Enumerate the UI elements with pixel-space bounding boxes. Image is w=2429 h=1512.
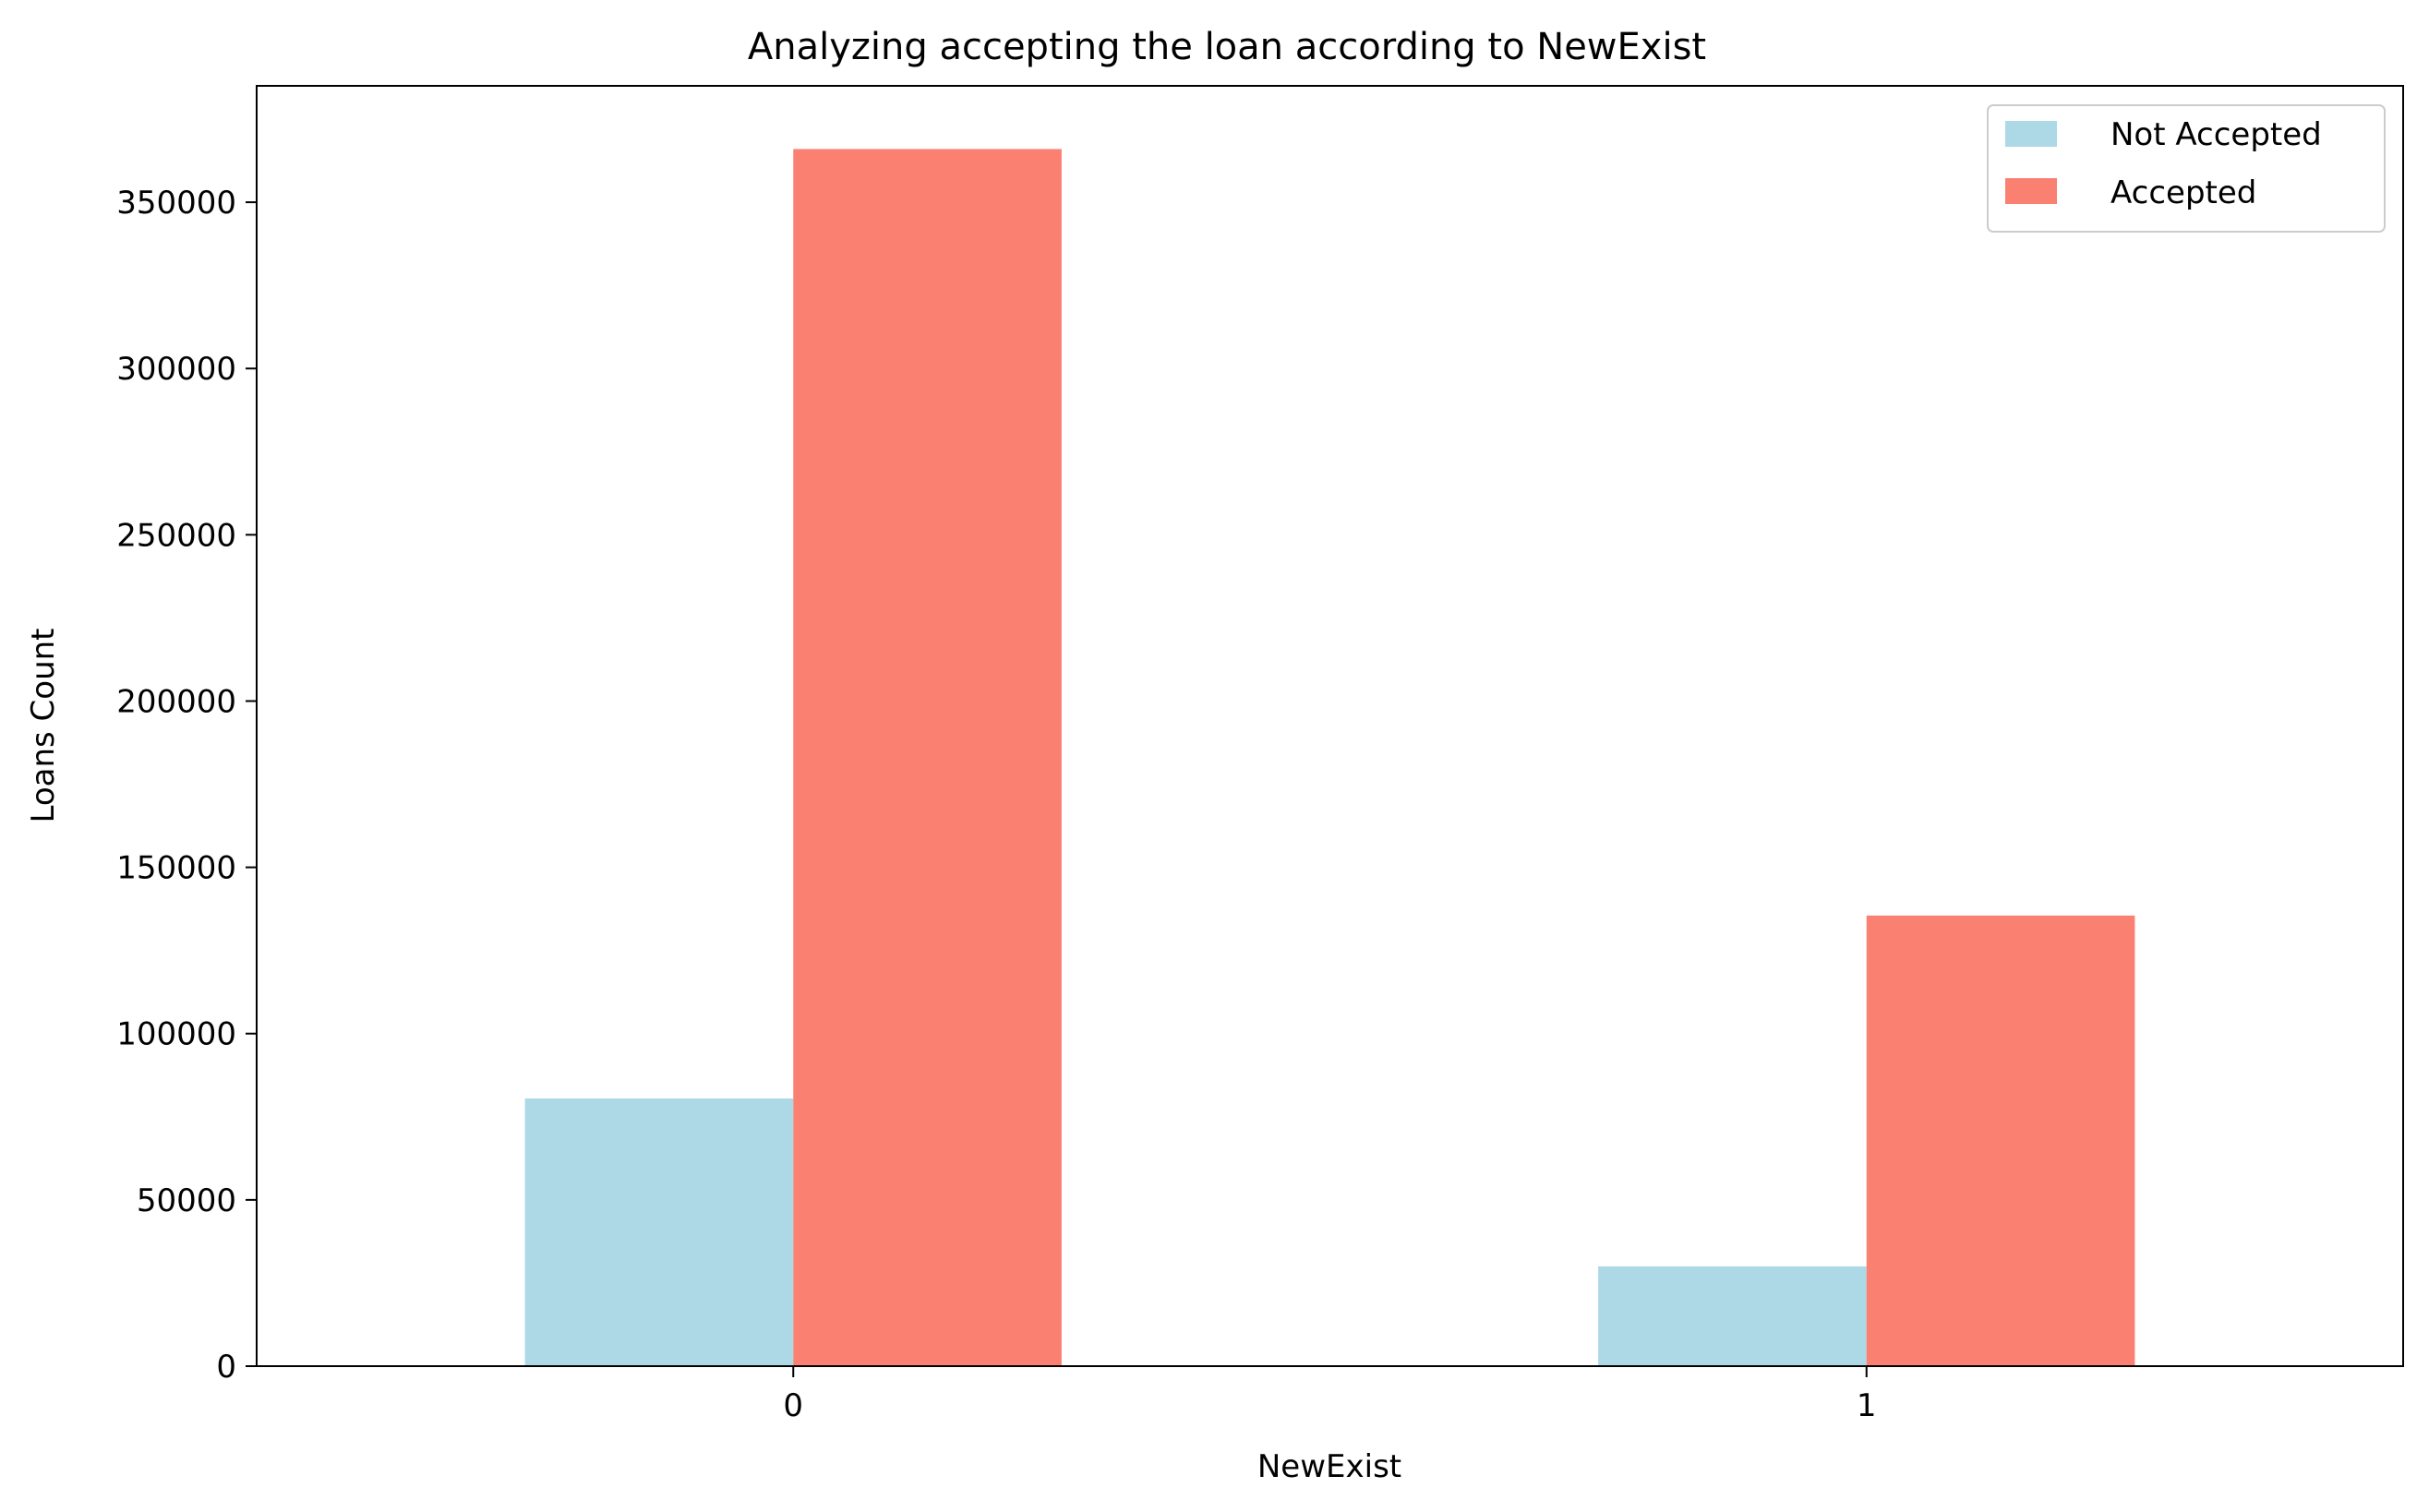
x-tick-label: 0: [783, 1387, 803, 1424]
legend-swatch-not-accepted: [2005, 121, 2057, 147]
y-tick-label: 250000: [116, 517, 236, 554]
y-tick-label: 200000: [116, 683, 236, 720]
legend-swatch-accepted: [2005, 178, 2057, 204]
bar-not-accepted-0: [524, 1098, 794, 1366]
legend-box: [1987, 104, 2386, 233]
legend-label-not-accepted: Not Accepted: [2110, 116, 2322, 153]
y-tick-label: 300000: [116, 351, 236, 388]
chart-title: Analyzing accepting the loan according t…: [748, 26, 1706, 68]
y-tick-label: 0: [216, 1349, 236, 1386]
bar-accepted-1: [1866, 915, 2135, 1366]
y-axis: 0 50000 100000 150000 200000 250000 300000 3500…: [116, 185, 257, 1386]
bars-layer: [524, 149, 2135, 1367]
bar-not-accepted-1: [1598, 1266, 1867, 1366]
y-axis-title: Loans Count: [25, 628, 62, 822]
y-tick-label: 350000: [116, 185, 236, 222]
y-tick-label: 150000: [116, 850, 236, 887]
legend-label-accepted: Accepted: [2110, 174, 2256, 211]
x-axis-title: NewExist: [1257, 1448, 1401, 1485]
legend: Not Accepted Accepted: [1987, 104, 2386, 233]
x-tick-label: 1: [1857, 1387, 1877, 1424]
y-tick-label: 50000: [137, 1182, 236, 1219]
y-tick-label: 100000: [116, 1016, 236, 1053]
plot-frame: [256, 85, 2404, 1367]
bar-accepted-0: [793, 149, 1062, 1367]
